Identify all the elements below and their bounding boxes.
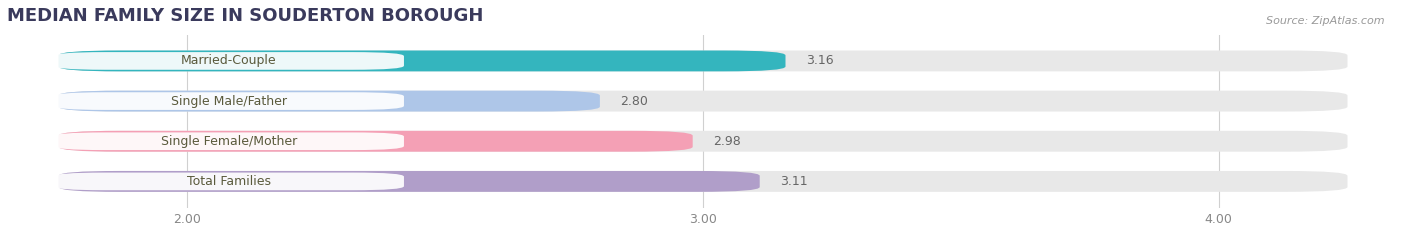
FancyBboxPatch shape	[59, 51, 786, 71]
Text: 3.11: 3.11	[780, 175, 808, 188]
Text: Source: ZipAtlas.com: Source: ZipAtlas.com	[1267, 16, 1385, 26]
FancyBboxPatch shape	[59, 131, 693, 152]
FancyBboxPatch shape	[59, 91, 600, 112]
FancyBboxPatch shape	[59, 171, 759, 192]
FancyBboxPatch shape	[53, 92, 404, 110]
Text: 2.80: 2.80	[620, 95, 648, 108]
Text: Single Male/Father: Single Male/Father	[170, 95, 287, 108]
FancyBboxPatch shape	[53, 52, 404, 70]
Text: Single Female/Mother: Single Female/Mother	[160, 135, 297, 148]
FancyBboxPatch shape	[59, 51, 1347, 71]
FancyBboxPatch shape	[59, 131, 1347, 152]
FancyBboxPatch shape	[59, 171, 1347, 192]
Text: Total Families: Total Families	[187, 175, 270, 188]
Text: 2.98: 2.98	[713, 135, 741, 148]
FancyBboxPatch shape	[53, 132, 404, 150]
Text: MEDIAN FAMILY SIZE IN SOUDERTON BOROUGH: MEDIAN FAMILY SIZE IN SOUDERTON BOROUGH	[7, 7, 484, 25]
FancyBboxPatch shape	[53, 173, 404, 190]
Text: Married-Couple: Married-Couple	[181, 55, 277, 67]
Text: 3.16: 3.16	[806, 55, 834, 67]
FancyBboxPatch shape	[59, 91, 1347, 112]
